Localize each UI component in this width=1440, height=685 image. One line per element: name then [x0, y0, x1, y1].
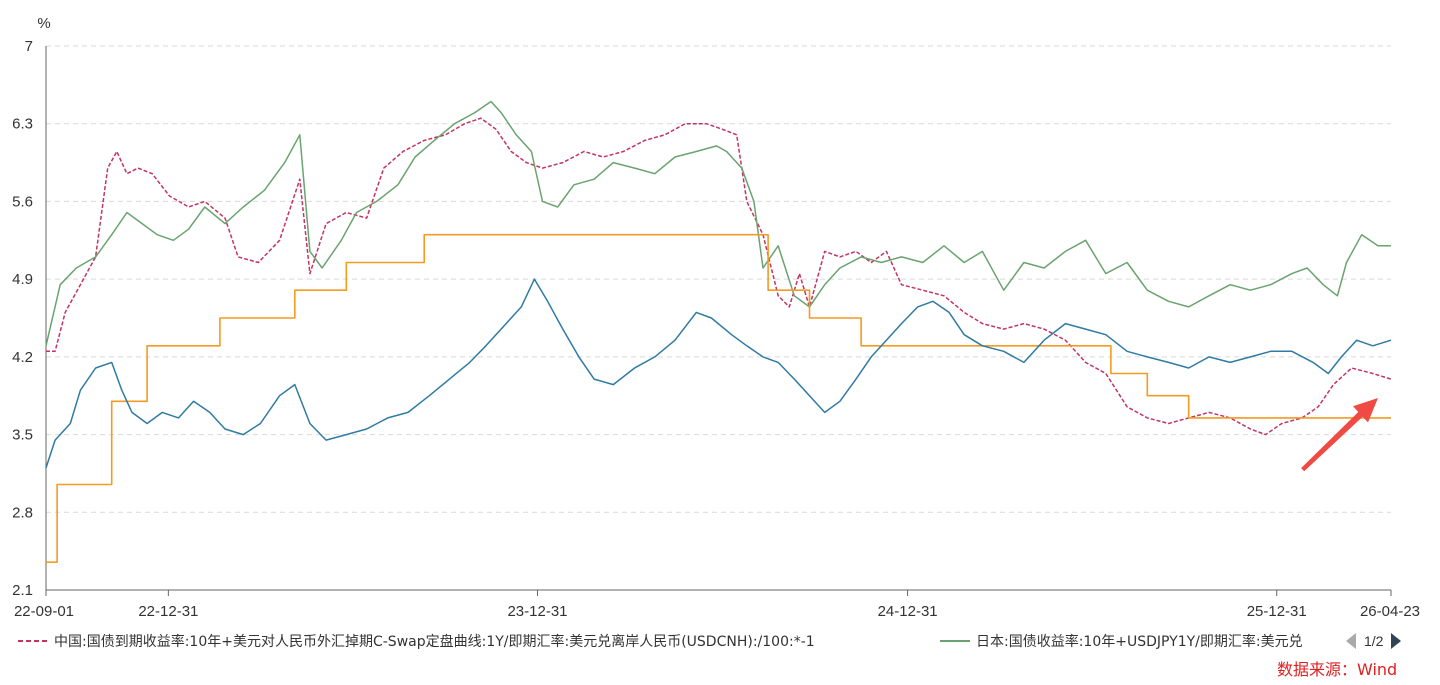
- series-line-3: [45, 278, 1392, 469]
- series-line-2: [46, 233, 1391, 563]
- y-tick-label: 4.9: [12, 271, 33, 288]
- legend-item-japan[interactable]: 日本:国债收益率:10年+USDJPY1Y/即期汇率:美元兑: [940, 628, 1342, 654]
- y-tick-label: 7: [25, 38, 33, 55]
- legend-next-page-icon[interactable]: [1391, 633, 1402, 649]
- x-tick-label: 26-04-23: [1360, 603, 1420, 620]
- legend-swatch-china: [18, 635, 48, 647]
- y-tick-label: 2.1: [12, 582, 33, 599]
- legend-page-indicator: 1/2: [1364, 633, 1384, 649]
- grid-lines: [46, 45, 1391, 513]
- x-tick-label: 25-12-31: [1247, 603, 1307, 620]
- axes: 2.1 2.8 3.5 4.2 4.9 5.6 6.3 7% 22-09-01 22-12-31 2…: [12, 15, 1420, 620]
- series-line-1: [45, 100, 1391, 346]
- legend: 中国:国债到期收益率:10年+美元对人民币外汇掉期C-Swap定盘曲线:1Y/即…: [0, 628, 1440, 654]
- x-tick-label: 24-12-31: [878, 603, 938, 620]
- x-tick-label: 22-09-01: [14, 603, 74, 620]
- data-source-note: 数据来源：Wind: [1277, 660, 1398, 679]
- y-tick-label: 2.8: [12, 504, 33, 521]
- trend-arrow-icon: [1301, 398, 1378, 472]
- legend-label-china: 中国:国债到期收益率:10年+美元对人民币外汇掉期C-Swap定盘曲线:1Y/即…: [54, 634, 815, 650]
- annotation: [1301, 398, 1378, 472]
- y-unit-label: %: [37, 15, 50, 32]
- y-tick-label: 5.6: [12, 193, 33, 210]
- y-tick-label: 3.5: [12, 427, 33, 444]
- x-tick-label: 22-12-31: [138, 603, 198, 620]
- y-tick-label: 6.3: [12, 116, 33, 133]
- chart-plot: 2.1 2.8 3.5 4.2 4.9 5.6 6.3 7% 22-09-01 22-12-31 2…: [12, 15, 1420, 620]
- series-lines: [45, 100, 1392, 563]
- legend-prev-page-icon[interactable]: [1346, 633, 1356, 649]
- legend-item-china[interactable]: 中国:国债到期收益率:10年+美元对人民币外汇掉期C-Swap定盘曲线:1Y/即…: [18, 628, 926, 654]
- legend-label-japan: 日本:国债收益率:10年+USDJPY1Y/即期汇率:美元兑: [976, 634, 1303, 650]
- y-tick-label: 4.2: [12, 349, 33, 366]
- x-tick-label: 23-12-31: [507, 603, 567, 620]
- legend-swatch-japan: [940, 635, 970, 647]
- series-line-0: [46, 117, 1392, 436]
- legend-pager: 1/2: [1346, 628, 1402, 654]
